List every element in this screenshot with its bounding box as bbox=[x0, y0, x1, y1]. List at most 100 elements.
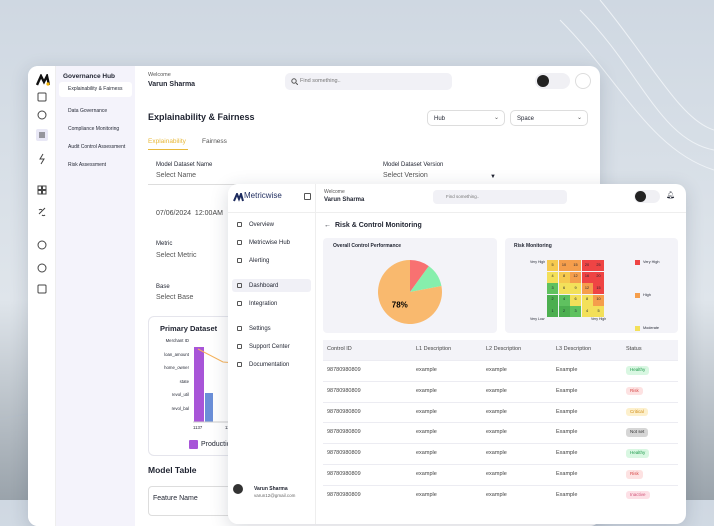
heatmap-cell: 10 bbox=[593, 294, 604, 306]
heatmap-cell: 6 bbox=[558, 283, 570, 294]
axis-label: Very Low bbox=[530, 317, 545, 321]
row-divider bbox=[323, 484, 678, 486]
status-badge: Not set bbox=[626, 428, 649, 437]
legend-label: Production bbox=[201, 441, 235, 448]
legend-swatch bbox=[635, 260, 640, 265]
field-label: Metric bbox=[156, 241, 173, 247]
toggle-knob bbox=[537, 75, 549, 87]
collapse-button[interactable] bbox=[304, 193, 311, 200]
row-label: Merchant ID bbox=[165, 338, 189, 343]
sidebar-item[interactable]: Overview bbox=[249, 222, 275, 228]
pie-slice bbox=[378, 260, 442, 324]
date-field[interactable]: 07/06/2024 12:00AM bbox=[156, 210, 223, 217]
table-cell: Example bbox=[556, 429, 578, 436]
search-box[interactable]: Find something.. bbox=[285, 73, 452, 90]
table-cell: 98780980809 bbox=[327, 429, 361, 436]
user-name: Varun Sharma bbox=[254, 486, 288, 492]
theme-toggle[interactable] bbox=[634, 190, 660, 203]
sidebar-item[interactable]: Dashboard bbox=[249, 283, 279, 289]
table-cell: Example bbox=[556, 367, 578, 373]
legend-swatch bbox=[635, 293, 640, 298]
pie-slice bbox=[410, 260, 429, 292]
rail-icons[interactable] bbox=[36, 91, 48, 301]
table-cell: 98780980809 bbox=[327, 387, 361, 394]
table-cell: example bbox=[486, 450, 507, 457]
user-name: Varun Sharma bbox=[148, 81, 196, 88]
heatmap-cell: 5 bbox=[593, 306, 604, 317]
sidebar-icon bbox=[237, 240, 242, 245]
tab-active[interactable]: Explainability bbox=[148, 138, 186, 145]
table-cell: example bbox=[486, 491, 507, 498]
table-cell: example bbox=[486, 367, 507, 373]
column-header: Feature Name bbox=[153, 495, 198, 502]
axis-label: Very High bbox=[530, 260, 546, 264]
filter-label: Hub bbox=[434, 116, 446, 122]
filter-dropdown[interactable]: Hub ⌄ bbox=[427, 110, 505, 126]
table-cell: 98780980809 bbox=[327, 408, 361, 415]
row-divider bbox=[323, 360, 678, 361]
sidebar-item[interactable]: Audit Control Assessment bbox=[68, 144, 126, 150]
heatmap-cell: 3 bbox=[570, 306, 581, 317]
heatmap-cell: 5 bbox=[547, 260, 558, 271]
sidebar-item[interactable]: Documentation bbox=[249, 362, 290, 368]
bell-button[interactable]: 🔔︎ bbox=[666, 192, 675, 199]
user-name: Varun Sharma bbox=[324, 197, 365, 203]
heatmap-cell: 4 bbox=[547, 271, 558, 283]
toggle-knob bbox=[635, 191, 646, 202]
table-cell: example bbox=[486, 387, 507, 394]
table-cell: example bbox=[416, 367, 437, 373]
sidebar-item[interactable]: Support Center bbox=[249, 344, 290, 350]
field-placeholder[interactable]: Select Version bbox=[383, 172, 428, 179]
back-arrow[interactable]: ← bbox=[324, 222, 331, 229]
sidebar-item[interactable]: Explainability & Fairness bbox=[68, 86, 123, 92]
table-cell: 98780980809 bbox=[327, 491, 361, 498]
sidebar-item[interactable]: Alerting bbox=[249, 258, 270, 264]
heatmap-cell: 16 bbox=[581, 271, 593, 283]
field-label: Base bbox=[156, 284, 170, 290]
legend-swatch bbox=[635, 326, 640, 331]
table-cell: example bbox=[416, 450, 437, 457]
sidebar-item[interactable]: Data Governance bbox=[68, 108, 108, 114]
heatmap-cell: 3 bbox=[547, 283, 558, 294]
x-tick-label: 1137 bbox=[193, 425, 203, 430]
sidebar-item[interactable]: Integration bbox=[249, 301, 278, 307]
theme-toggle[interactable] bbox=[535, 73, 570, 89]
x-tick-label: 12 bbox=[225, 425, 230, 430]
legend-swatch bbox=[189, 440, 198, 449]
field-placeholder[interactable]: Select Base bbox=[156, 294, 194, 301]
sidebar: Governance Hub Explainability & Fairness… bbox=[56, 66, 135, 526]
logo-text: Metricwise bbox=[244, 191, 282, 200]
section-title: Model Table bbox=[148, 465, 197, 475]
status-badge: Critical bbox=[626, 407, 648, 417]
sidebar-item[interactable]: Settings bbox=[249, 326, 271, 332]
bell-button[interactable] bbox=[575, 73, 591, 89]
pie-slice bbox=[410, 266, 442, 292]
table-cell: example bbox=[416, 429, 437, 436]
table-cell: example bbox=[416, 471, 437, 477]
card-title: Risk Monitoring bbox=[514, 243, 552, 249]
column-header: L2 Description bbox=[486, 346, 522, 352]
legend-label: High bbox=[643, 293, 651, 297]
table-cell: 98780980809 bbox=[327, 367, 361, 373]
row-divider bbox=[323, 464, 678, 465]
field-placeholder[interactable]: Select Name bbox=[156, 172, 197, 179]
sidebar-item[interactable]: Risk Assessment bbox=[68, 162, 107, 168]
table-cell: example bbox=[416, 408, 437, 415]
column-header: L3 Description bbox=[556, 346, 592, 352]
table-cell: 98780980809 bbox=[327, 471, 361, 477]
sidebar-item[interactable]: Metricwise Hub bbox=[249, 240, 291, 246]
heatmap-cell: 1 bbox=[547, 306, 558, 317]
icon-rail bbox=[28, 66, 56, 526]
search-box[interactable]: Find something.. bbox=[433, 190, 567, 204]
sidebar-item[interactable]: Compliance Monitoring bbox=[68, 126, 120, 132]
tab[interactable]: Fairness bbox=[202, 138, 227, 145]
table-cell: example bbox=[416, 491, 437, 498]
table-cell: Example bbox=[556, 491, 578, 498]
filter-dropdown[interactable]: Space ⌄ bbox=[510, 110, 588, 126]
field-placeholder[interactable]: Select Metric bbox=[156, 252, 197, 259]
heatmap-cell: 15 bbox=[570, 260, 581, 271]
legend-label: Moderate bbox=[643, 326, 660, 330]
tab-underline bbox=[148, 149, 188, 150]
heatmap-cell: 4 bbox=[558, 294, 570, 306]
